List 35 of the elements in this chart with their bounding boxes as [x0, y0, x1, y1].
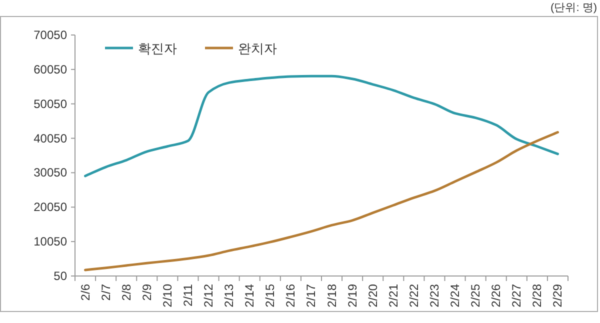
y-tick-label: 50050 — [34, 96, 68, 111]
x-tick-label: 2/11 — [180, 284, 195, 306]
x-tick-label: 2/8 — [119, 284, 134, 301]
x-tick-label: 2/21 — [386, 284, 400, 308]
x-tick-label: 2/22 — [406, 284, 421, 308]
legend-label: 완치자 — [238, 41, 277, 56]
y-tick-label: 20050 — [34, 200, 68, 214]
y-tick-label: 30050 — [34, 166, 68, 180]
x-tick-label: 2/28 — [530, 284, 544, 308]
x-tick-label: 2/12 — [202, 284, 216, 308]
x-tick-label: 2/16 — [284, 284, 298, 308]
text: (단위: 명) — [550, 2, 597, 14]
x-tick-label: 2/18 — [324, 284, 339, 308]
x-tick-label: 2/10 — [160, 284, 174, 308]
x-tick-label: 2/19 — [345, 284, 360, 308]
x-tick-label: 2/14 — [242, 284, 257, 308]
y-tick-label: 50 — [54, 269, 68, 283]
x-tick-label: 2/23 — [427, 284, 442, 308]
x-tick-label: 2/15 — [263, 284, 278, 308]
y-tick-label: 60050 — [34, 62, 68, 76]
x-tick-label: 2/24 — [448, 284, 462, 308]
y-tick-label: 70050 — [34, 28, 68, 42]
legend-label: 확진자 — [138, 41, 177, 56]
x-tick-label: 2/6 — [78, 284, 92, 301]
x-tick-label: 2/17 — [304, 284, 318, 308]
y-tick-label: 10050 — [34, 234, 68, 249]
x-tick-label: 2/13 — [222, 284, 236, 308]
y-tick-label: 40050 — [34, 131, 68, 146]
x-tick-label: 2/7 — [98, 284, 113, 301]
x-tick-label: 2/20 — [366, 284, 380, 308]
x-tick-label: 2/25 — [468, 284, 483, 308]
x-tick-label: 2/26 — [489, 284, 504, 308]
x-tick-label: 2/29 — [550, 284, 565, 308]
x-tick-label: 2/9 — [140, 284, 154, 301]
x-tick-label: 2/27 — [510, 284, 524, 308]
